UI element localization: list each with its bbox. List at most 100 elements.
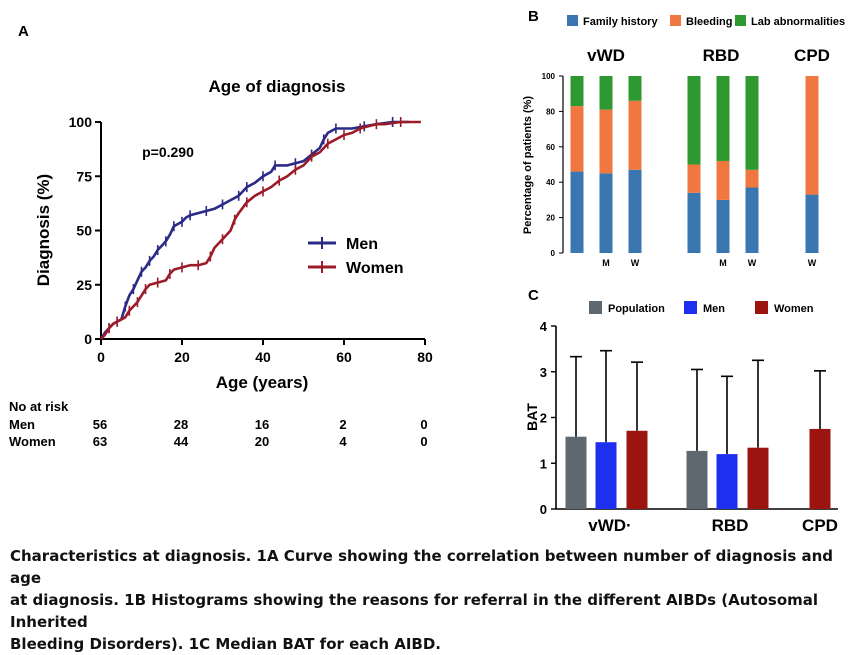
panel-b-y-tick-label: 80 [546, 107, 555, 116]
x-tick-label: 40 [255, 349, 271, 365]
stacked-bar-family-history [716, 199, 730, 253]
panel-a-letter: A [18, 23, 29, 40]
caption-line: Characteristics at diagnosis. 1A Curve s… [10, 547, 834, 587]
bar-population [686, 450, 708, 509]
risk-table-cell: 28 [174, 417, 188, 432]
stacked-bar-bleeding [570, 106, 584, 172]
legend-c-women-label: Women [774, 303, 814, 315]
panel-b-group-rbd: RBD [703, 46, 740, 65]
legend-family-history-label: Family history [583, 16, 658, 28]
panel-c-y-axis-label: BAT [524, 403, 540, 431]
risk-table-cell: 0 [420, 417, 427, 432]
panel-a-tick-labels: 0 25 50 75 100 0 20 40 60 80 [69, 114, 433, 365]
panel-b-group-vwd: vWD [587, 46, 625, 65]
panel-b-y-tick-label: 60 [546, 143, 555, 152]
risk-table-cell: 20 [255, 434, 269, 449]
stacked-bar-family-history [805, 194, 819, 253]
stacked-bar-bleeding [745, 169, 759, 188]
stacked-bar-lab-abnormalities [745, 76, 759, 170]
x-tick-label: 80 [417, 349, 433, 365]
stacked-bar-bleeding [716, 160, 730, 200]
legend-men-label: Men [346, 236, 378, 253]
bar-women [747, 447, 769, 509]
bar-women [626, 430, 648, 509]
y-tick-label: 75 [76, 168, 92, 184]
risk-row-label-women: Women [9, 434, 56, 449]
caption-line: Bleeding Disorders). 1C Median BAT for e… [10, 635, 441, 653]
risk-row-label-men: Men [9, 417, 35, 432]
panel-b-y-tick-label: 40 [546, 178, 555, 187]
panel-c-category-cpd: CPD [802, 516, 838, 535]
stacked-bar-lab-abnormalities [599, 76, 613, 110]
stacked-bar-family-history [599, 173, 613, 253]
stacked-bar-lab-abnormalities [716, 76, 730, 161]
risk-table: No at risk Men Women 56 28 16 2 063 44 20 4 0 [9, 399, 428, 449]
panel-a-legend: Men Women [308, 236, 403, 277]
legend-c-men-label: Men [703, 303, 725, 315]
risk-table-values: 56 28 16 2 063 44 20 4 0 [93, 417, 428, 449]
x-tick-label: 60 [336, 349, 352, 365]
panel-c-letter: C [528, 287, 539, 304]
stacked-bar-bleeding [599, 109, 613, 174]
panel-c-y-tick-label: 1 [540, 456, 547, 471]
bar-men [595, 442, 617, 509]
y-tick-label: 25 [76, 277, 92, 293]
stacked-bar-bleeding [805, 76, 819, 195]
panel-a-km-chart: A Age of diagnosis p=0.290 Age (years) D… [9, 23, 433, 449]
stacked-bar-family-history [745, 187, 759, 253]
panel-c-y-tick-label: 3 [540, 365, 547, 380]
panel-b-group-cpd: CPD [794, 46, 830, 65]
bar-women [809, 428, 831, 509]
legend-lab-abnormalities-swatch [735, 15, 746, 26]
panel-a-y-axis-label: Diagnosis (%) [34, 174, 53, 286]
panel-b-y-tick-label: 20 [546, 214, 555, 223]
stacked-bar-family-history [687, 192, 701, 253]
legend-bleeding-label: Bleeding [686, 16, 732, 28]
panel-b-bar-label: W [808, 258, 817, 268]
panel-c-legend: Population Men Women [589, 301, 814, 315]
caption-line: at diagnosis. 1B Histograms showing the … [10, 591, 819, 631]
figure-caption: Characteristics at diagnosis. 1A Curve s… [10, 545, 845, 655]
risk-table-cell: 0 [420, 434, 427, 449]
y-tick-label: 0 [84, 331, 92, 347]
panel-b-bar-label: W [748, 258, 757, 268]
y-tick-label: 50 [76, 223, 92, 239]
panel-c-category-vwd: vWD· [588, 516, 631, 535]
panel-c-y-tick-label: 4 [540, 319, 548, 334]
panel-a-x-axis-label: Age (years) [216, 373, 309, 392]
bar-men [716, 454, 738, 509]
risk-table-cell: 56 [93, 417, 107, 432]
risk-table-cell: 16 [255, 417, 269, 432]
legend-women-swatch [755, 301, 768, 314]
legend-population-swatch [589, 301, 602, 314]
panel-c-y-tick-label: 0 [540, 502, 547, 517]
panel-b-bar-label: M [602, 258, 610, 268]
legend-women-label: Women [346, 260, 403, 277]
panel-a-title: Age of diagnosis [209, 77, 346, 96]
panel-a-series [99, 117, 421, 340]
panel-b-y-tick-label: 100 [542, 72, 556, 81]
risk-table-cell: 63 [93, 434, 107, 449]
legend-population-label: Population [608, 303, 665, 315]
stacked-bar-family-history [628, 169, 642, 253]
stacked-bar-lab-abnormalities [687, 76, 701, 165]
risk-table-cell: 2 [339, 417, 346, 432]
risk-table-heading: No at risk [9, 399, 69, 414]
legend-men-swatch [684, 301, 697, 314]
panel-c-bat-bar-chart: C Population Men Women BAT 0 1 2 3 4 vWD· RB… [524, 287, 838, 535]
legend-lab-abnormalities-label: Lab abnormalities [751, 16, 845, 28]
legend-family-history-swatch [567, 15, 578, 26]
stacked-bar-family-history [570, 171, 584, 253]
panel-b-legend: Family history Bleeding Lab abnormalitie… [567, 15, 845, 28]
x-tick-label: 0 [97, 349, 105, 365]
panel-b-bar-label: W [631, 258, 640, 268]
risk-table-cell: 4 [339, 434, 347, 449]
y-tick-label: 100 [69, 114, 93, 130]
p-value-annotation: p=0.290 [142, 144, 194, 160]
x-tick-label: 20 [174, 349, 190, 365]
panel-c-bars [565, 349, 831, 509]
panel-a-axes [95, 121, 426, 345]
bar-population [565, 436, 587, 509]
panel-b-y-tick-label: 0 [551, 249, 556, 258]
